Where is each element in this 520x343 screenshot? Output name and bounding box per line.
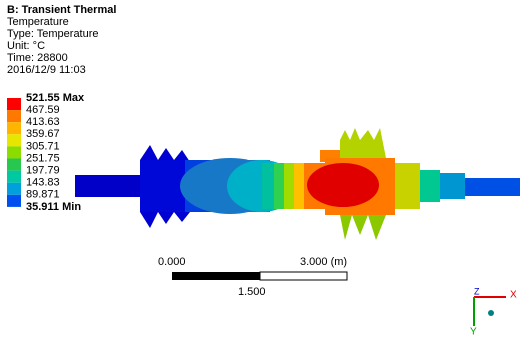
triad-z: Z [474,286,480,296]
scale-right: 3.000 (m) [300,256,347,268]
scale-bar [172,272,347,280]
legend-swatch [7,195,21,207]
legend-label: 305.71 [26,140,60,152]
legend-swatch [7,110,21,122]
header-line: Type: Temperature [7,28,99,40]
legend-label: 521.55 Max [26,92,85,104]
header-line: Time: 28800 [7,52,68,64]
legend-label: 359.67 [26,128,60,140]
header-line: 2016/12/9 11:03 [7,64,86,76]
legend-swatch [7,146,21,158]
header-line: Unit: °C [7,40,45,52]
scale-middle: 1.500 [238,286,266,298]
legend-label: 197.79 [26,165,60,177]
triad-x: X [510,290,517,301]
header-line: Temperature [7,16,69,28]
analysis-title: B: Transient Thermal [7,4,116,16]
scale-left: 0.000 [158,256,186,268]
legend: 521.55 Max467.59413.63359.67305.71251.75… [7,92,85,213]
viewport: B: Transient Thermal TemperatureType: Te… [0,0,520,338]
axis-triad [474,297,506,326]
legend-swatch [7,98,21,110]
legend-swatch [7,171,21,183]
triad-y: Y [470,327,477,338]
legend-label: 89.871 [26,189,60,201]
legend-swatch [7,122,21,134]
legend-label: 251.75 [26,152,60,164]
legend-swatch [7,134,21,146]
legend-swatch [7,159,21,171]
legend-label: 467.59 [26,104,60,116]
legend-swatch [7,183,21,195]
legend-label: 143.83 [26,177,60,189]
legend-label: 35.911 Min [26,201,81,213]
legend-label: 413.63 [26,116,60,128]
rotor-model [75,128,520,240]
